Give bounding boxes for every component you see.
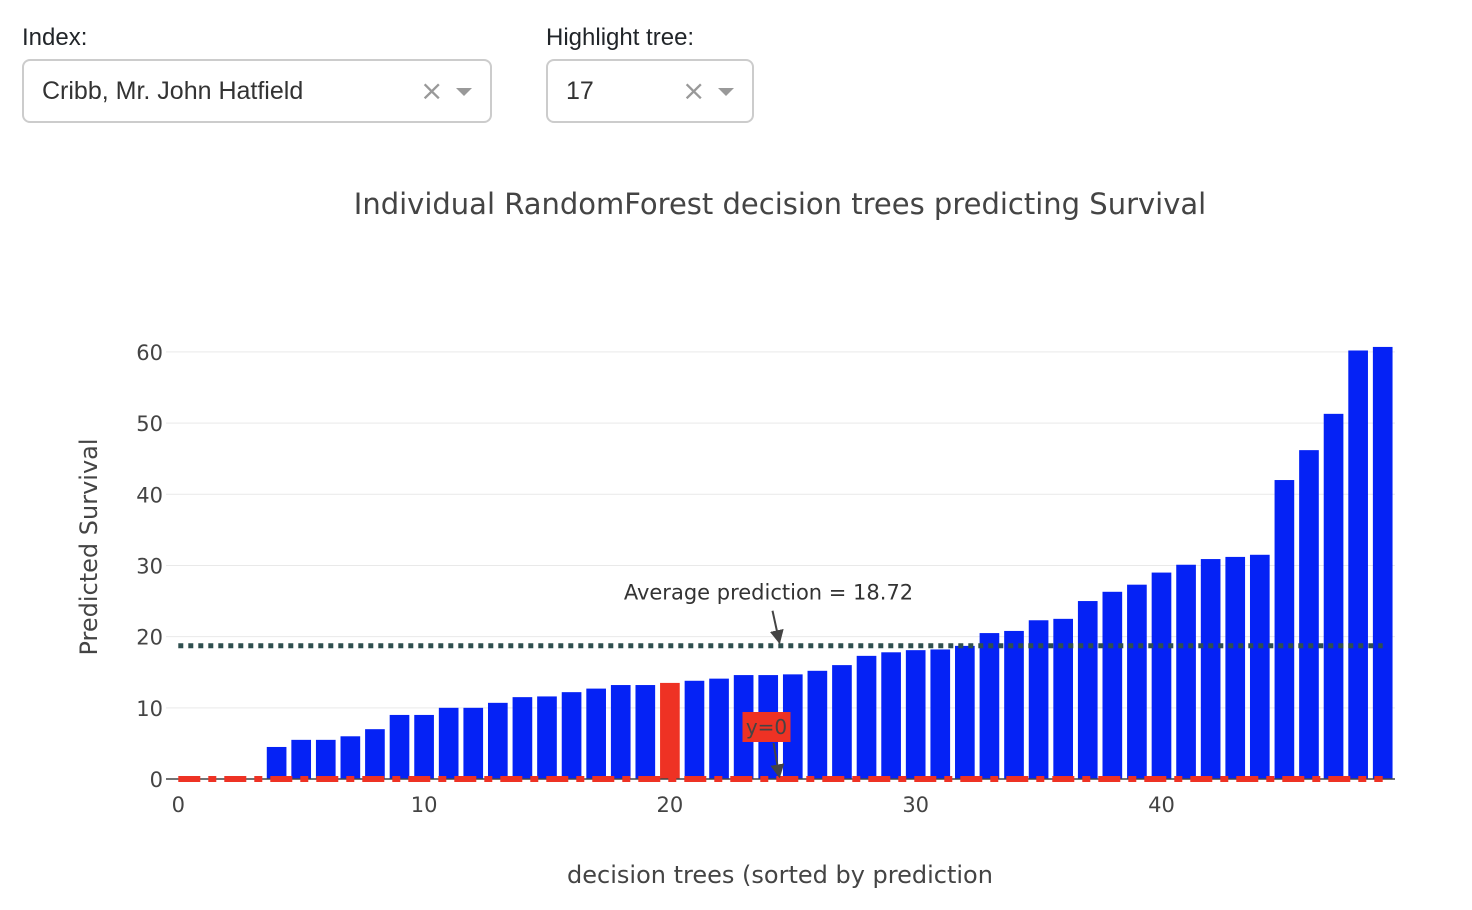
x-tick-label: 40 (1148, 793, 1175, 817)
bar (1323, 413, 1344, 779)
chevron-down-icon[interactable] (456, 88, 472, 96)
index-select-value: Cribb, Mr. John Hatfield (42, 77, 304, 105)
y-axis-label: Predicted Survival (75, 438, 103, 655)
bar (1102, 591, 1123, 779)
x-tick-label: 20 (657, 793, 684, 817)
y-tick-label: 60 (136, 341, 163, 365)
bar (832, 665, 852, 779)
bar (340, 736, 361, 779)
bar (782, 674, 803, 779)
bar (1200, 559, 1221, 779)
y-tick-label: 30 (136, 554, 163, 578)
reference-lines: Average prediction = 18.72 y=0 (166, 581, 1395, 782)
highlight-tree-select-value: 17 (566, 77, 594, 105)
y-tick-label: 20 (136, 626, 163, 650)
bar (1077, 601, 1098, 779)
chevron-down-icon[interactable] (718, 88, 734, 96)
clear-icon[interactable]: × (420, 74, 444, 107)
bar (1127, 584, 1147, 779)
y-tick-label: 50 (136, 412, 163, 436)
bar (1225, 556, 1246, 779)
y-tick-label: 0 (150, 768, 163, 792)
average-annotation-arrow (769, 610, 784, 645)
clear-icon[interactable]: × (682, 74, 706, 107)
bar (709, 678, 729, 779)
bars (266, 346, 1393, 779)
bar (561, 692, 582, 779)
bar (1151, 572, 1172, 779)
bar (635, 685, 656, 779)
bar (1176, 564, 1196, 779)
bar (315, 739, 336, 779)
x-tick-labels: 0 10 20 30 40 (172, 793, 1175, 817)
bar (955, 645, 975, 779)
index-label: Index: (22, 24, 88, 51)
bar (1249, 554, 1270, 779)
highlighted-bar (660, 682, 680, 779)
bar (1053, 618, 1074, 779)
highlight-tree-select[interactable]: 17 × (546, 59, 754, 123)
bar (389, 714, 410, 779)
x-tick-label: 30 (902, 793, 929, 817)
bar (1274, 480, 1295, 779)
bar (365, 729, 385, 779)
target-annotation-box (742, 712, 791, 742)
bar (684, 680, 705, 779)
y-tick-label: 40 (136, 483, 163, 507)
bar (487, 702, 508, 779)
bar (1348, 350, 1368, 779)
bar (266, 746, 287, 779)
bar (610, 685, 631, 779)
bar (1372, 346, 1393, 779)
y-tick-labels: 0 10 20 30 40 50 60 (136, 341, 163, 792)
target-annotation: y=0 (746, 715, 787, 739)
x-tick-label: 10 (411, 793, 438, 817)
bar (905, 650, 926, 779)
bar (463, 707, 484, 779)
bar (881, 652, 901, 779)
bar (1299, 450, 1319, 779)
bar (979, 633, 1000, 779)
bar (586, 688, 606, 779)
average-annotation: Average prediction = 18.72 (624, 581, 913, 605)
bar (1028, 620, 1049, 779)
highlight-tree-label: Highlight tree: (546, 24, 695, 51)
bar (438, 707, 459, 779)
bar (291, 739, 312, 779)
x-tick-label: 0 (172, 793, 185, 817)
x-axis-label: decision trees (sorted by prediction (567, 861, 993, 889)
target-annotation-arrow (770, 742, 785, 779)
bar (512, 697, 533, 779)
bar (856, 655, 877, 779)
bar (930, 649, 951, 779)
bar (807, 670, 828, 779)
bar (414, 714, 434, 779)
bar (1004, 630, 1024, 779)
chart-title: Individual RandomForest decision trees p… (354, 187, 1206, 221)
bar (537, 696, 557, 779)
y-tick-label: 10 (136, 697, 163, 721)
index-select[interactable]: Cribb, Mr. John Hatfield × (22, 59, 492, 123)
